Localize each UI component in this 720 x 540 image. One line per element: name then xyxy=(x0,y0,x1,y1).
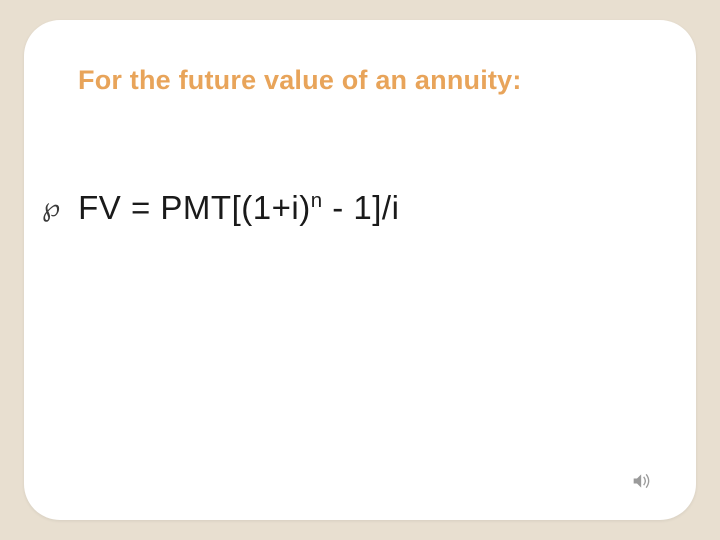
bullet-item: ℘ FV = PMT[(1+i)n - 1]/i xyxy=(42,188,642,228)
slide-card: For the future value of an annuity: ℘ FV… xyxy=(24,20,696,520)
bullet-glyph: ℘ xyxy=(42,194,60,220)
formula-part-2: - 1]/i xyxy=(323,189,400,226)
slide-body: ℘ FV = PMT[(1+i)n - 1]/i xyxy=(78,188,642,228)
formula-part-1: FV = PMT[(1+i) xyxy=(78,189,311,226)
formula-superscript: n xyxy=(311,189,323,212)
formula-text: FV = PMT[(1+i)n - 1]/i xyxy=(78,188,399,228)
slide-title: For the future value of an annuity: xyxy=(78,64,642,98)
sound-icon xyxy=(632,472,652,490)
